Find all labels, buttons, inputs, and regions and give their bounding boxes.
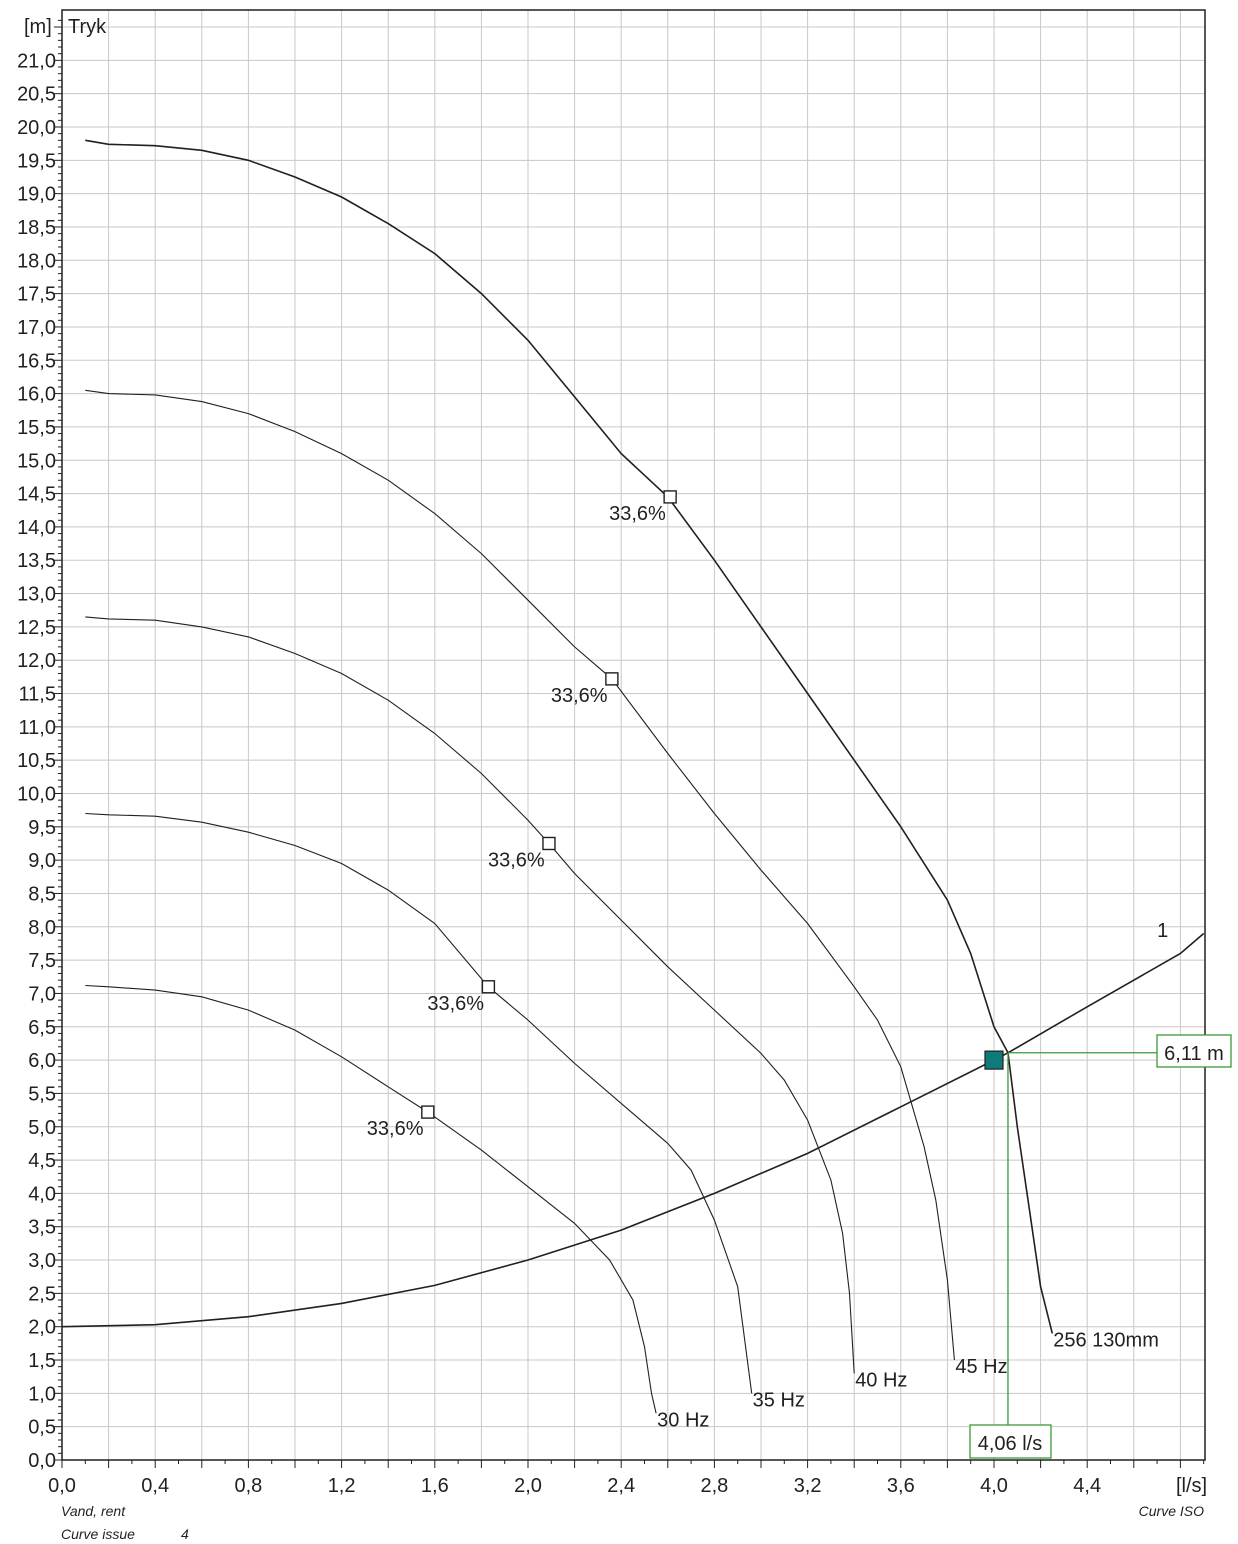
head-readout-label: 6,11 m	[1164, 1043, 1224, 1065]
y-tick-label: 1,0	[28, 1383, 56, 1405]
y-tick-label: 13,5	[17, 550, 56, 572]
x-tick-label: 0,4	[141, 1475, 169, 1497]
y-tick-label: 17,5	[17, 284, 56, 306]
y-tick-label: 5,5	[28, 1083, 56, 1105]
footer-standard: Curve ISO	[1139, 1503, 1204, 1519]
efficiency-label: 33,6%	[609, 503, 666, 525]
y-tick-label: 3,0	[28, 1250, 56, 1272]
x-tick-label: 3,2	[794, 1475, 822, 1497]
y-tick-label: 17,0	[17, 317, 56, 339]
curve-line	[85, 984, 657, 1414]
y-tick-label: 12,5	[17, 617, 56, 639]
y-tick-label: 3,5	[28, 1217, 56, 1239]
x-axis-unit: [l/s]	[1176, 1475, 1207, 1497]
y-tick-label: 11,5	[19, 684, 56, 706]
y-tick-label: 13,0	[17, 584, 56, 606]
curve-label: 256 130mm	[1053, 1329, 1159, 1351]
x-tick-label: 1,2	[328, 1475, 356, 1497]
y-tick-label: 4,0	[28, 1183, 56, 1205]
efficiency-label: 33,6%	[488, 849, 545, 871]
y-tick-label: 1,5	[28, 1350, 56, 1372]
y-tick-label: 6,0	[28, 1050, 56, 1072]
y-tick-label: 6,5	[28, 1017, 56, 1039]
y-tick-label: 7,0	[28, 983, 56, 1005]
y-tick-label: 19,0	[17, 184, 56, 206]
x-tick-label: 2,0	[514, 1475, 542, 1497]
y-axis-title: Tryk	[68, 16, 107, 38]
y-tick-label: 20,5	[17, 84, 56, 106]
plot-frame	[61, 9, 1206, 1461]
efficiency-marker	[605, 672, 619, 686]
curve-label: 40 Hz	[855, 1369, 907, 1391]
efficiency-marker	[663, 490, 677, 504]
curve-line	[85, 389, 955, 1361]
y-axis-unit: [m]	[24, 16, 52, 38]
y-tick-label: 0,5	[28, 1417, 56, 1439]
curve-label: 1	[1157, 920, 1168, 942]
x-tick-label: 4,4	[1073, 1475, 1101, 1497]
duty-point-marker	[984, 1050, 1004, 1070]
footer-curve-issue-label: Curve issue	[61, 1526, 135, 1542]
y-tick-label: 18,5	[17, 217, 56, 239]
y-tick-label: 20,0	[17, 117, 56, 139]
curve-label: 30 Hz	[657, 1409, 709, 1431]
efficiency-marker	[421, 1105, 435, 1119]
x-tick-label: 2,8	[700, 1475, 728, 1497]
y-tick-label: 5,0	[28, 1117, 56, 1139]
efficiency-marker	[542, 836, 556, 851]
x-tick-label: 0,8	[234, 1475, 262, 1497]
x-tick-label: 2,4	[607, 1475, 635, 1497]
x-tick-label: 3,6	[887, 1475, 915, 1497]
curve-line	[61, 932, 1205, 1328]
axes: 0,0 0,5 1,0 1,5 2,0 2,5 3,0 3,5 4,0 4,5 5,0 5,5 6,0 6…	[17, 9, 1206, 1497]
y-tick-label: 10,0	[17, 784, 56, 806]
y-tick-label: 18,0	[17, 250, 56, 272]
y-tick-label: 15,5	[17, 417, 56, 439]
flow-readout-label: 4,06 l/s	[978, 1433, 1042, 1455]
footer-medium: Vand, rent	[61, 1503, 126, 1519]
y-tick-label: 15,0	[17, 450, 56, 472]
y-tick-label: 9,0	[28, 850, 56, 872]
labels: 256 130mm 45 Hz 40 Hz 35 Hz 30 Hz 1 33,6% 33,6%…	[367, 503, 1224, 1455]
y-tick-label: 9,5	[28, 817, 56, 839]
markers	[421, 490, 1232, 1459]
curve-line	[85, 812, 753, 1394]
y-tick-label: 16,0	[17, 384, 56, 406]
curves	[61, 139, 1205, 1414]
curve-label: 35 Hz	[753, 1389, 805, 1411]
flow-readout-box	[969, 1424, 1052, 1459]
y-tick-label: 16,5	[17, 350, 56, 372]
y-tick-label: 7,5	[28, 950, 56, 972]
x-tick-label: 0,0	[48, 1475, 76, 1497]
efficiency-marker	[481, 980, 496, 994]
efficiency-label: 33,6%	[367, 1118, 424, 1140]
y-tick-label: 2,0	[28, 1317, 56, 1339]
y-tick-label: 8,0	[28, 917, 56, 939]
y-tick-label: 12,0	[17, 650, 56, 672]
efficiency-label: 33,6%	[551, 685, 608, 707]
y-tick-label: 11,0	[19, 717, 56, 739]
y-tick-label: 0,0	[28, 1450, 56, 1472]
curve-line	[85, 139, 1054, 1334]
x-tick-label: 4,0	[980, 1475, 1008, 1497]
y-tick-label: 10,5	[17, 750, 56, 772]
y-tick-label: 14,5	[17, 484, 56, 506]
footer-curve-issue-value: 4	[181, 1526, 189, 1542]
y-tick-label: 14,0	[17, 517, 56, 539]
y-tick-label: 4,5	[28, 1150, 56, 1172]
y-tick-label: 8,5	[28, 883, 56, 905]
efficiency-label: 33,6%	[427, 993, 484, 1015]
y-tick-label: 19,5	[17, 150, 56, 172]
grid-lines	[62, 10, 1205, 1460]
y-tick-label: 21,0	[17, 50, 56, 72]
head-readout-box	[1156, 1034, 1232, 1068]
y-tick-label: 2,5	[28, 1283, 56, 1305]
x-tick-label: 1,6	[421, 1475, 449, 1497]
curve-label: 45 Hz	[955, 1356, 1007, 1378]
